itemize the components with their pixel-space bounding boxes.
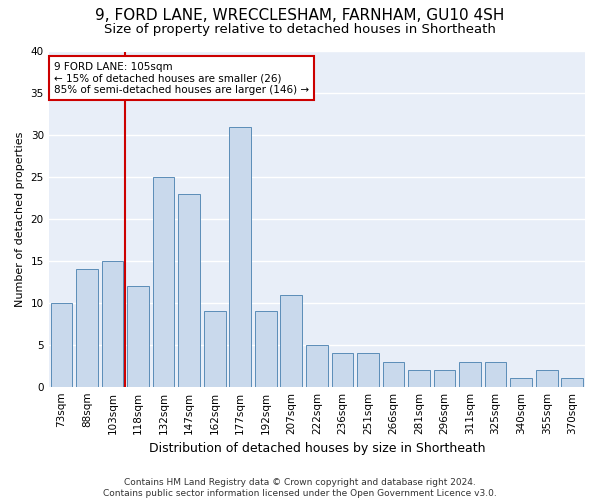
Text: Size of property relative to detached houses in Shortheath: Size of property relative to detached ho… — [104, 22, 496, 36]
Bar — [204, 312, 226, 386]
Bar — [50, 303, 72, 386]
Bar — [383, 362, 404, 386]
Bar — [485, 362, 506, 386]
Bar — [536, 370, 557, 386]
Bar — [434, 370, 455, 386]
Bar — [280, 294, 302, 386]
Bar — [408, 370, 430, 386]
Bar — [76, 270, 98, 386]
Bar — [306, 345, 328, 387]
Bar — [510, 378, 532, 386]
Text: 9, FORD LANE, WRECCLESHAM, FARNHAM, GU10 4SH: 9, FORD LANE, WRECCLESHAM, FARNHAM, GU10… — [95, 8, 505, 22]
Bar — [459, 362, 481, 386]
Bar — [178, 194, 200, 386]
Bar — [357, 353, 379, 386]
Y-axis label: Number of detached properties: Number of detached properties — [15, 132, 25, 307]
X-axis label: Distribution of detached houses by size in Shortheath: Distribution of detached houses by size … — [149, 442, 485, 455]
Bar — [229, 127, 251, 386]
Bar — [101, 261, 124, 386]
Bar — [153, 177, 175, 386]
Bar — [332, 353, 353, 386]
Bar — [255, 312, 277, 386]
Text: Contains HM Land Registry data © Crown copyright and database right 2024.
Contai: Contains HM Land Registry data © Crown c… — [103, 478, 497, 498]
Text: 9 FORD LANE: 105sqm
← 15% of detached houses are smaller (26)
85% of semi-detach: 9 FORD LANE: 105sqm ← 15% of detached ho… — [54, 62, 309, 95]
Bar — [562, 378, 583, 386]
Bar — [127, 286, 149, 386]
